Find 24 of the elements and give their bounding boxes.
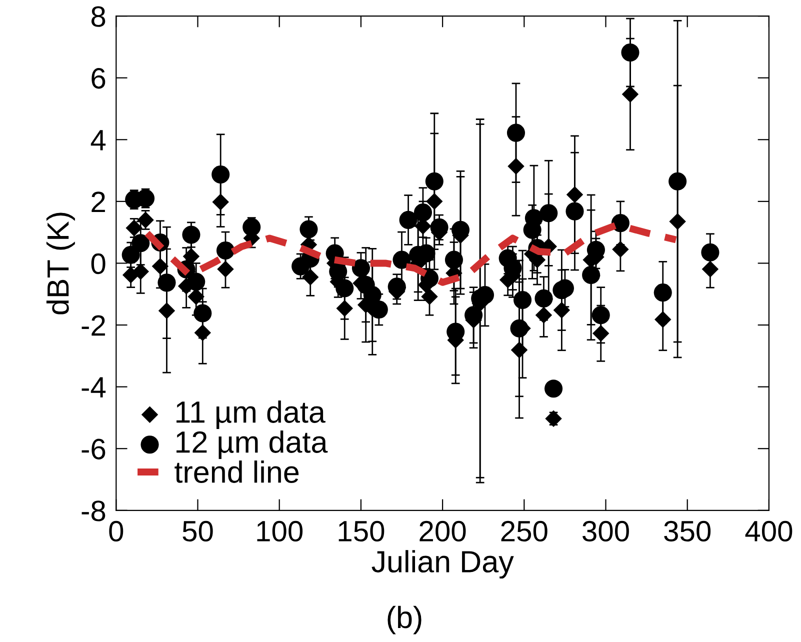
y-tick-label: -6 (82, 438, 106, 460)
y-tick-label: -4 (82, 377, 106, 398)
legend-label: 11 µm data (176, 400, 326, 429)
x-tick-label: 200 (420, 520, 466, 542)
x-tick-label: 100 (257, 520, 303, 542)
y-tick-label: 6 (92, 68, 106, 89)
x-axis-title: Julian Day (372, 550, 514, 579)
y-tick-label: -2 (82, 315, 105, 336)
y-tick-label: -8 (82, 500, 106, 522)
x-tick-label: 250 (501, 520, 548, 542)
y-tick-label: 4 (90, 130, 106, 150)
x-tick-label: 150 (338, 520, 384, 542)
y-axis-title: dBT (K) (46, 212, 75, 314)
text: (b) (388, 606, 422, 634)
x-tick-label: 300 (582, 520, 629, 542)
legend-label: trend line (174, 460, 299, 483)
y-tick-label: 2 (92, 192, 105, 212)
x-tick-label: 350 (664, 520, 711, 542)
legend-label: 12 µm data (176, 430, 328, 459)
y-tick-label: 0 (91, 253, 106, 274)
y-tick-label: 8 (91, 6, 106, 27)
x-tick-label: 50 (182, 520, 213, 542)
x-tick-label: 400 (745, 520, 792, 542)
x-tick-label: 0 (109, 520, 124, 542)
